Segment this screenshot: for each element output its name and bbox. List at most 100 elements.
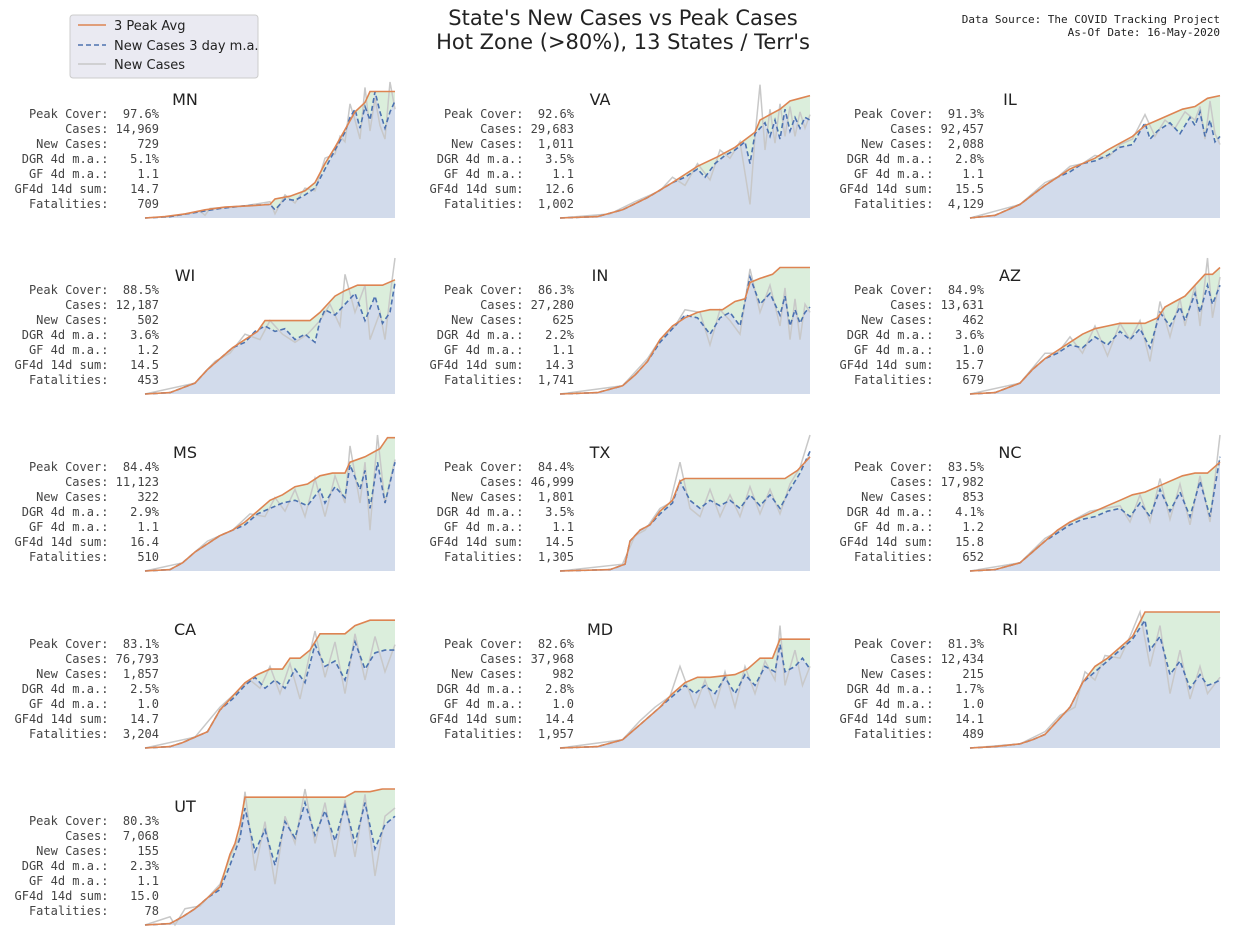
peak-avg-line [144, 788, 395, 926]
new-cases-line [969, 609, 1221, 749]
legend-label-peak-avg: 3 Peak Avg [114, 19, 185, 34]
state-label: IN [592, 266, 609, 285]
stat-line: GF 4d m.a.: 1.0 [29, 697, 159, 711]
stat-line: New Cases: 1,857 [36, 667, 159, 681]
stat-line: DGR 4d m.a.: 2.3% [22, 859, 160, 873]
peak-avg-line [559, 456, 811, 572]
gap-fill-area [970, 95, 1220, 218]
state-label: CA [174, 620, 196, 639]
gap-fill-area [560, 95, 810, 218]
peak-avg-line [144, 619, 395, 749]
stat-line: Fatalities: 4,129 [854, 197, 984, 211]
stat-line: Peak Cover: 92.6% [444, 107, 575, 121]
stat-line: GF 4d m.a.: 1.1 [29, 874, 159, 888]
stat-line: New Cases: 462 [861, 313, 984, 327]
moving-avg-area [970, 620, 1220, 748]
peak-avg-line [144, 436, 395, 572]
stat-line: Fatalities: 489 [854, 727, 984, 741]
stat-line: Peak Cover: 91.3% [854, 107, 985, 121]
stat-line: Peak Cover: 84.9% [854, 283, 985, 297]
moving-avg-area [970, 111, 1220, 218]
stat-line: Peak Cover: 97.6% [29, 107, 160, 121]
stat-line: DGR 4d m.a.: 5.1% [22, 152, 160, 166]
stat-line: GF4d 14d sum: 14.5 [15, 358, 160, 372]
gap-fill-area [145, 437, 395, 571]
peak-avg-line [559, 638, 810, 749]
new-cases-line [559, 625, 811, 749]
stat-line: DGR 4d m.a.: 3.5% [437, 505, 575, 519]
moving-avg-area [145, 641, 395, 748]
stat-line: New Cases: 502 [36, 313, 159, 327]
stat-line: GF4d 14d sum: 14.4 [430, 712, 575, 726]
gap-fill-area [970, 612, 1220, 748]
stat-line: GF 4d m.a.: 1.1 [29, 520, 159, 534]
legend-box [69, 14, 259, 79]
stat-line: Cases: 12,187 [65, 298, 159, 312]
state-label: WI [175, 266, 196, 285]
stat-line: DGR 4d m.a.: 2.5% [22, 682, 160, 696]
stat-line: Fatalities: 3,204 [29, 727, 159, 741]
stat-line: GF4d 14d sum: 14.7 [15, 182, 160, 196]
state-label: VA [590, 90, 611, 109]
peak-avg-line [559, 266, 810, 395]
peak-avg-line [969, 461, 1221, 572]
stat-line: Cases: 12,434 [890, 652, 984, 666]
legend: 3 Peak Avg New Cases 3 day m.a. New Case… [69, 14, 259, 79]
state-label: RI [1002, 620, 1018, 639]
stat-line: Peak Cover: 83.5% [854, 460, 985, 474]
stat-line: New Cases: 215 [861, 667, 984, 681]
stat-line: GF4d 14d sum: 15.0 [15, 889, 160, 903]
stat-line: Fatalities: 510 [29, 550, 159, 564]
state-label: NC [998, 443, 1021, 462]
state-label: MN [172, 90, 198, 109]
legend-label-new-cases: New Cases [114, 58, 185, 73]
stat-line: DGR 4d m.a.: 3.6% [22, 328, 160, 342]
moving-avg-area [560, 451, 810, 571]
peak-avg-line [144, 279, 396, 395]
data-source-label: Data Source: The COVID Tracking Project [962, 13, 1220, 26]
stat-line: DGR 4d m.a.: 2.2% [437, 328, 575, 342]
peak-avg-line [969, 611, 1220, 749]
stat-line: Cases: 27,280 [480, 298, 574, 312]
stat-line: Cases: 17,982 [890, 475, 984, 489]
moving-avg-line [969, 108, 1221, 219]
stat-line: GF 4d m.a.: 1.1 [29, 167, 159, 181]
stat-line: Peak Cover: 84.4% [29, 460, 160, 474]
stat-line: New Cases: 729 [36, 137, 159, 151]
stat-line: Peak Cover: 81.3% [854, 637, 985, 651]
stat-line: GF4d 14d sum: 15.8 [840, 535, 985, 549]
stat-line: GF4d 14d sum: 16.4 [15, 535, 160, 549]
stat-line: Fatalities: 453 [29, 373, 159, 387]
stat-line: Cases: 92,457 [890, 122, 984, 136]
stat-line: GF 4d m.a.: 1.2 [29, 343, 159, 357]
new-cases-line [559, 84, 811, 219]
chart-title-line1: State's New Cases vs Peak Cases [448, 6, 797, 30]
stat-line: New Cases: 2,088 [861, 137, 984, 151]
stat-line: Peak Cover: 84.4% [444, 460, 575, 474]
moving-avg-area [560, 277, 810, 394]
new-cases-line [969, 434, 1221, 572]
stat-line: Cases: 76,793 [65, 652, 159, 666]
stat-line: GF 4d m.a.: 1.0 [444, 697, 574, 711]
gap-fill-area [560, 267, 810, 394]
stat-line: New Cases: 155 [36, 844, 159, 858]
stat-line: GF4d 14d sum: 12.6 [430, 182, 575, 196]
new-cases-line [144, 788, 396, 927]
moving-avg-area [145, 91, 395, 218]
stat-line: DGR 4d m.a.: 2.9% [22, 505, 160, 519]
stat-line: Cases: 46,999 [480, 475, 574, 489]
moving-avg-area [145, 802, 395, 925]
stat-line: GF 4d m.a.: 1.2 [854, 520, 984, 534]
stat-line: DGR 4d m.a.: 4.1% [847, 505, 985, 519]
moving-avg-area [560, 644, 810, 748]
stat-line: Fatalities: 1,305 [444, 550, 574, 564]
stat-line: GF4d 14d sum: 15.5 [840, 182, 985, 196]
moving-avg-area [145, 282, 395, 394]
